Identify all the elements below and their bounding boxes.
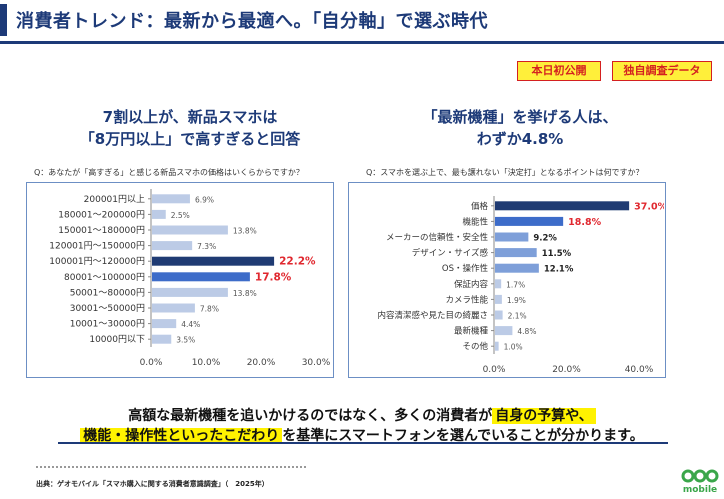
page-title: 消費者トレンド：最新から最適へ。「自分軸」で選ぶ時代 xyxy=(16,11,488,32)
source-note: 出典：ゲオモバイル「スマホ購入に関する消費者意識調査」（ 2025年） xyxy=(36,480,269,488)
summary-line2: 機能・操作性といったこだわり を基準にスマートフォンを選んでいることが分かります。 xyxy=(0,426,724,446)
bar xyxy=(495,326,513,336)
data-label: 4.4% xyxy=(181,320,200,329)
left-headline: 7割以上が、新品スマホは 「8万円以上」で高すぎると回答 xyxy=(40,106,340,150)
data-label: 1.7% xyxy=(506,280,525,289)
summary-line1: 高額な最新機種を追いかけるのではなく、多くの消費者が 自身の予算や、 xyxy=(0,406,724,426)
x-tick-label: 40.0% xyxy=(625,365,654,375)
category-label: 機能性 xyxy=(462,216,488,227)
x-tick-label: 20.0% xyxy=(552,365,581,375)
data-label: 1.9% xyxy=(507,296,526,305)
data-label: 7.8% xyxy=(200,305,219,314)
bar xyxy=(495,232,529,242)
category-label: メーカーの信頼性・安全性 xyxy=(386,232,489,243)
category-label: OS・操作性 xyxy=(442,263,489,274)
bar xyxy=(495,248,537,258)
decision-factor-chart: 価格 37.0% 機能性 18.8% メーカーの信頼性・安全性 9.2% デザイン・サイズ感… xyxy=(377,196,668,375)
category-label: デザイン・サイズ感 xyxy=(412,248,489,259)
right-headline-line2: わずか4.8% xyxy=(476,130,564,148)
category-label: 150001～180000円 xyxy=(58,225,145,236)
bar xyxy=(152,194,190,204)
badge-first-release: 本日初公開 xyxy=(517,61,601,81)
bar xyxy=(152,256,275,266)
x-tick-label: 0.0% xyxy=(483,365,506,375)
data-label: 9.2% xyxy=(533,234,557,244)
left-question: Q：あなたが「高すぎる」と感じる新品スマホの価格はいくらからですか？ xyxy=(34,168,304,177)
category-label: 最新機種 xyxy=(454,326,489,337)
x-tick-label: 0.0% xyxy=(140,358,163,368)
bar xyxy=(152,303,195,313)
data-label: 18.8% xyxy=(568,217,601,228)
bar xyxy=(152,319,177,329)
bar xyxy=(495,294,502,304)
right-headline-line1: 「最新機種」を挙げる人は、 xyxy=(422,108,618,126)
bar xyxy=(495,201,630,211)
summary-line1-highlight: 自身の予算や、 xyxy=(492,408,596,424)
left-chart-panel: 200001円以上 6.9% 180001～200000円 2.5% 150001～18… xyxy=(26,182,334,378)
bar xyxy=(495,341,499,351)
category-label: 80001～100000円 xyxy=(64,272,145,283)
bar xyxy=(152,287,228,297)
category-label: 180001～200000円 xyxy=(58,209,145,220)
category-label: 内容清潔感や見た目の綺麗さ xyxy=(377,310,488,321)
title-bar: 消費者トレンド：最新から最適へ。「自分軸」で選ぶ時代 xyxy=(0,0,724,38)
category-label: その他 xyxy=(462,341,488,352)
title-underline xyxy=(0,41,724,44)
right-headline: 「最新機種」を挙げる人は、 わずか4.8% xyxy=(360,106,680,150)
right-question: Q：スマホを選ぶ上で、最も譲れない「決定打」となるポイントは何ですか？ xyxy=(366,168,644,177)
data-label: 13.8% xyxy=(233,289,257,298)
badge-original-survey: 独自調査データ xyxy=(612,61,712,81)
right-chart-panel: 価格 37.0% 機能性 18.8% メーカーの信頼性・安全性 9.2% デザイン・サイズ感… xyxy=(348,182,668,378)
data-label: 12.1% xyxy=(544,265,574,275)
category-label: 30001～50000円 xyxy=(70,303,145,314)
left-headline-line1: 7割以上が、新品スマホは xyxy=(102,108,278,126)
category-label: カメラ性能 xyxy=(445,294,488,305)
bar xyxy=(152,225,228,235)
data-label: 13.8% xyxy=(233,227,257,236)
category-label: 100001円～120000円 xyxy=(49,256,145,267)
category-label: 10000円以下 xyxy=(89,334,145,345)
logo-text: mobile xyxy=(683,485,717,495)
data-label: 6.9% xyxy=(195,195,214,204)
category-label: 120001円～150000円 xyxy=(49,241,145,252)
price-chart: 200001円以上 6.9% 180001～200000円 2.5% 150001～18… xyxy=(49,189,331,368)
x-tick-label: 20.0% xyxy=(247,358,276,368)
summary-line1-text: 高額な最新機種を追いかけるのではなく、多くの消費者が xyxy=(128,408,493,424)
bar xyxy=(152,272,250,282)
left-headline-line2: 「8万円以上」で高すぎると回答 xyxy=(79,130,301,148)
source-divider xyxy=(36,466,306,468)
bar xyxy=(152,209,166,219)
data-label: 22.2% xyxy=(279,256,316,268)
geo-logo-icon: mobile xyxy=(681,469,719,495)
data-label: 4.8% xyxy=(517,327,536,336)
x-tick-label: 30.0% xyxy=(302,358,331,368)
title-accent xyxy=(0,4,7,36)
data-label: 37.0% xyxy=(634,201,664,212)
data-label: 3.5% xyxy=(176,336,195,345)
bar xyxy=(152,334,172,344)
x-tick-label: 10.0% xyxy=(192,358,221,368)
summary-underline xyxy=(58,442,668,444)
data-label: 11.5% xyxy=(542,249,572,259)
bar xyxy=(495,263,539,273)
category-label: 50001～80000円 xyxy=(70,287,145,298)
data-label: 7.3% xyxy=(197,242,216,251)
bar xyxy=(495,279,502,289)
geo-mobile-logo: mobile xyxy=(680,467,720,495)
bar xyxy=(495,216,564,226)
category-label: 10001～30000円 xyxy=(70,319,145,330)
summary-line2-text: を基準にスマートフォンを選んでいることが分かります。 xyxy=(282,428,644,444)
data-label: 1.0% xyxy=(504,343,523,352)
category-label: 保証内容 xyxy=(454,279,489,290)
data-label: 17.8% xyxy=(255,271,292,283)
data-label: 2.1% xyxy=(508,312,527,321)
category-label: 200001円以上 xyxy=(84,194,145,205)
bar xyxy=(152,241,193,251)
summary-line2-highlight: 機能・操作性といったこだわり xyxy=(80,428,283,444)
data-label: 2.5% xyxy=(171,211,190,220)
bar xyxy=(495,310,503,320)
category-label: 価格 xyxy=(471,201,489,212)
